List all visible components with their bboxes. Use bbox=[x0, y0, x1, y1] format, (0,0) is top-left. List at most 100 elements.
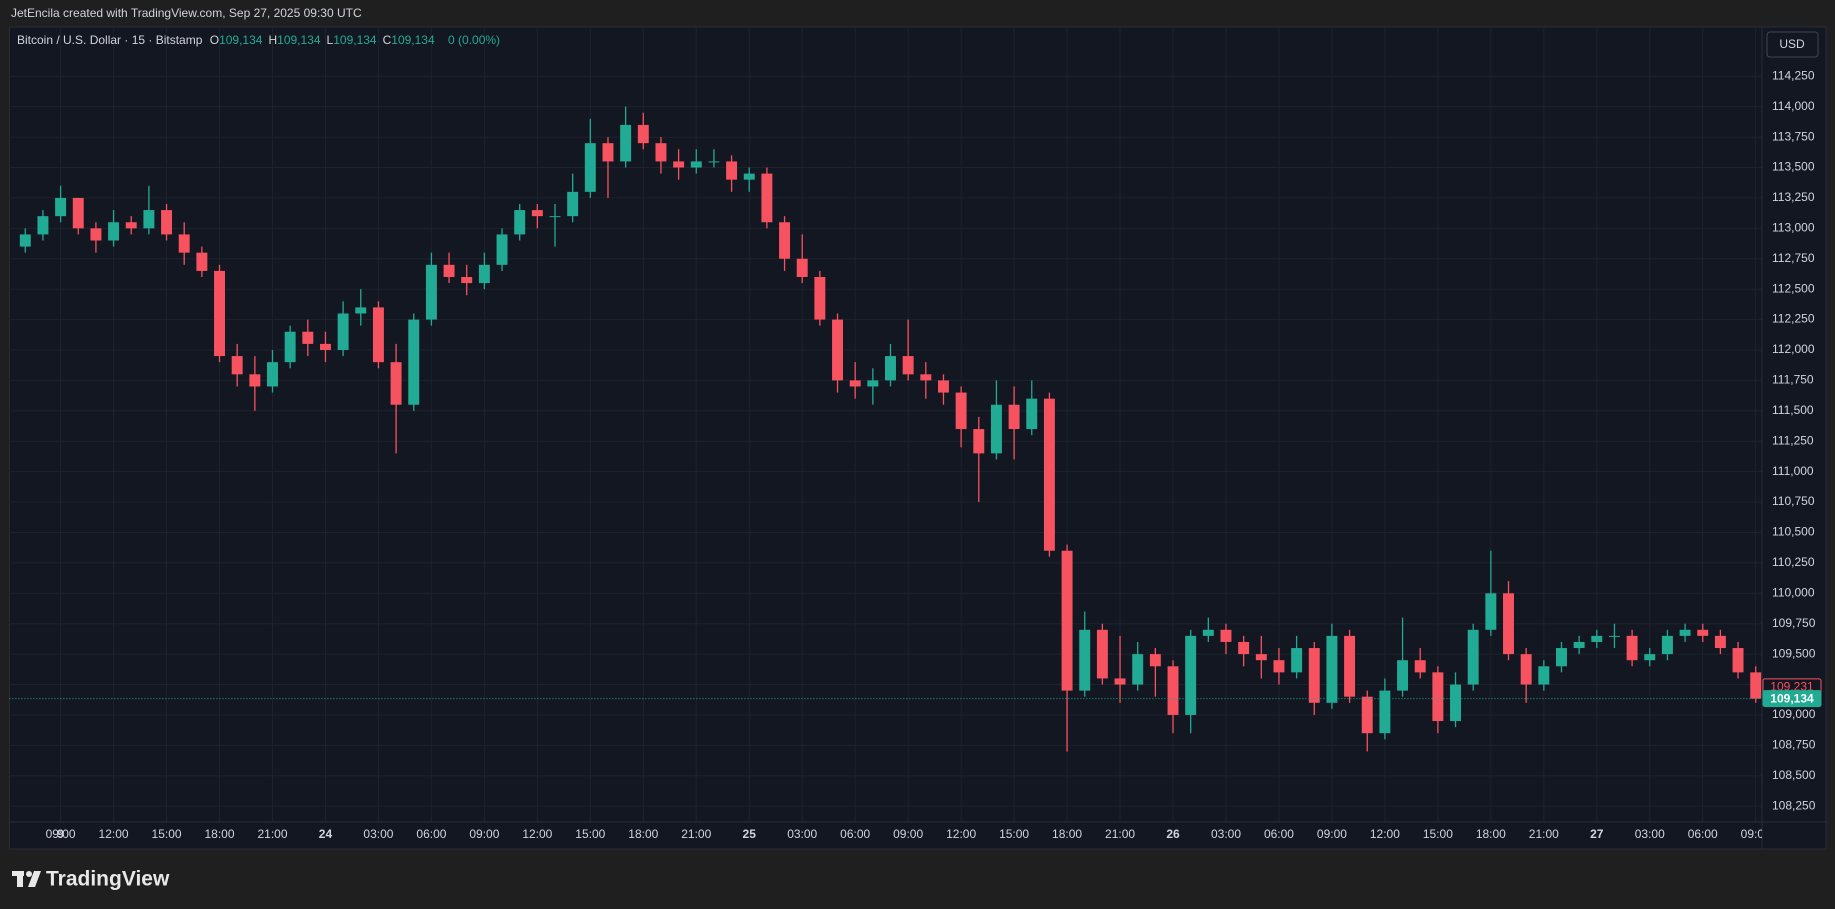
x-tick-label: 09:00 bbox=[1317, 827, 1347, 841]
candle-body bbox=[779, 222, 791, 259]
x-tick-label: 03:00 bbox=[1635, 827, 1665, 841]
candle-body bbox=[461, 276, 473, 284]
x-tick-label: 03:00 bbox=[787, 827, 817, 841]
ohlc-value: 109,134 bbox=[333, 33, 377, 47]
candle-body bbox=[1485, 593, 1497, 630]
x-tick-label: 21:00 bbox=[1529, 827, 1559, 841]
y-tick-label: 113,250 bbox=[1772, 190, 1815, 204]
x-tick-label: 03:00 bbox=[1211, 827, 1241, 841]
x-tick-label: 12:00 bbox=[946, 827, 976, 841]
y-tick-label: 111,500 bbox=[1772, 403, 1814, 417]
x-tick-label: 26 bbox=[1166, 827, 1180, 841]
candle-body bbox=[1308, 648, 1320, 703]
y-tick-label: 110,750 bbox=[1772, 494, 1815, 508]
x-tick-label: 18:00 bbox=[1476, 827, 1506, 841]
candle-body bbox=[602, 143, 614, 162]
candle-body bbox=[1008, 404, 1020, 430]
candle-body bbox=[920, 374, 932, 381]
candle-body bbox=[1520, 654, 1532, 685]
candle-body bbox=[125, 222, 137, 229]
candle-body bbox=[726, 161, 738, 180]
x-tick-label: 09:00 bbox=[46, 827, 76, 841]
y-tick-label: 112,250 bbox=[1772, 312, 1815, 326]
x-tick-label: 12:00 bbox=[522, 827, 552, 841]
currency[interactable]: USD bbox=[1779, 37, 1805, 51]
candle-body bbox=[267, 362, 278, 387]
x-tick-label: 15:00 bbox=[999, 827, 1029, 841]
candle-body bbox=[902, 356, 914, 375]
candle-body bbox=[1555, 648, 1567, 667]
ohlc-key: H bbox=[268, 33, 278, 47]
ohlc-key: L bbox=[326, 33, 334, 47]
candle-body bbox=[1503, 593, 1514, 655]
candle-body bbox=[1379, 690, 1391, 734]
y-tick-label: 112,500 bbox=[1772, 281, 1815, 295]
x-tick-label: 21:00 bbox=[681, 827, 711, 841]
candle-body bbox=[1714, 635, 1726, 649]
y-tick-label: 109,500 bbox=[1772, 646, 1816, 660]
candle-body bbox=[885, 356, 896, 381]
y-tick-label: 114,000 bbox=[1772, 99, 1815, 113]
candle-body bbox=[990, 404, 1002, 454]
top-bar bbox=[0, 0, 1835, 27]
x-tick-label: 25 bbox=[743, 827, 757, 841]
candle-body bbox=[849, 380, 861, 387]
x-tick-label: 18:00 bbox=[1052, 827, 1082, 841]
x-tick-label: 24 bbox=[319, 827, 333, 841]
y-tick-label: 110,000 bbox=[1772, 585, 1815, 599]
candle-body bbox=[1096, 629, 1108, 679]
candle-body bbox=[1626, 635, 1638, 661]
x-tick-label: 15:00 bbox=[575, 827, 605, 841]
candle-body bbox=[1202, 629, 1214, 636]
candle-body bbox=[549, 216, 561, 218]
candle-body bbox=[567, 191, 579, 217]
candle-body bbox=[161, 210, 173, 235]
ohlc-value: 109,134 bbox=[219, 33, 263, 47]
candle-body bbox=[1697, 629, 1709, 636]
candle-body bbox=[1397, 660, 1409, 691]
candle-body bbox=[955, 392, 967, 430]
candle-body bbox=[1608, 635, 1620, 637]
x-tick-label: 18:00 bbox=[205, 827, 235, 841]
candle-body bbox=[1079, 629, 1091, 691]
candle-body bbox=[796, 258, 808, 277]
y-tick-label: 112,750 bbox=[1772, 251, 1815, 265]
ohlc-values: O109,134 H109,134 L109,134 C109,134 bbox=[210, 33, 441, 47]
candle-body bbox=[1679, 629, 1691, 636]
x-tick-label: 06:00 bbox=[840, 827, 870, 841]
header-title: JetEncila created with TradingView.com, … bbox=[11, 6, 362, 20]
candle-body bbox=[37, 216, 49, 235]
candle-body bbox=[214, 270, 225, 357]
price-label-box bbox=[1762, 690, 1822, 708]
x-tick-label: 09:00 bbox=[1741, 827, 1771, 841]
candle-body bbox=[302, 331, 314, 344]
candle-body bbox=[1043, 398, 1055, 551]
candle-body bbox=[1238, 641, 1250, 655]
candle-body bbox=[1149, 654, 1161, 667]
x-tick-label: 06:00 bbox=[1264, 827, 1294, 841]
candle-body bbox=[390, 362, 402, 405]
candle-body bbox=[1661, 635, 1673, 655]
y-tick-label: 113,750 bbox=[1772, 129, 1815, 143]
candle-body bbox=[496, 234, 508, 265]
y-tick-label: 110,500 bbox=[1772, 525, 1815, 539]
x-tick-label: 15:00 bbox=[152, 827, 182, 841]
candle-body bbox=[1291, 648, 1303, 673]
x-tick-label: 06:00 bbox=[416, 827, 446, 841]
candle-body bbox=[973, 429, 985, 454]
candle-body bbox=[584, 143, 596, 192]
candle-body bbox=[90, 228, 102, 241]
candle-body bbox=[1326, 635, 1338, 703]
price-label: 109,231 bbox=[1770, 680, 1814, 694]
currency-box[interactable] bbox=[1766, 31, 1819, 58]
y-tick-label: 108,250 bbox=[1772, 798, 1816, 812]
chart-panel bbox=[8, 26, 1827, 850]
candle-body bbox=[708, 161, 720, 163]
candle-body bbox=[1450, 684, 1462, 722]
y-tick-label: 113,000 bbox=[1772, 221, 1815, 235]
candle-body bbox=[108, 222, 120, 241]
x-tick-label: 03:00 bbox=[363, 827, 393, 841]
x-tick-label: 06:00 bbox=[1688, 827, 1718, 841]
x-tick-label: 9 bbox=[57, 827, 64, 841]
